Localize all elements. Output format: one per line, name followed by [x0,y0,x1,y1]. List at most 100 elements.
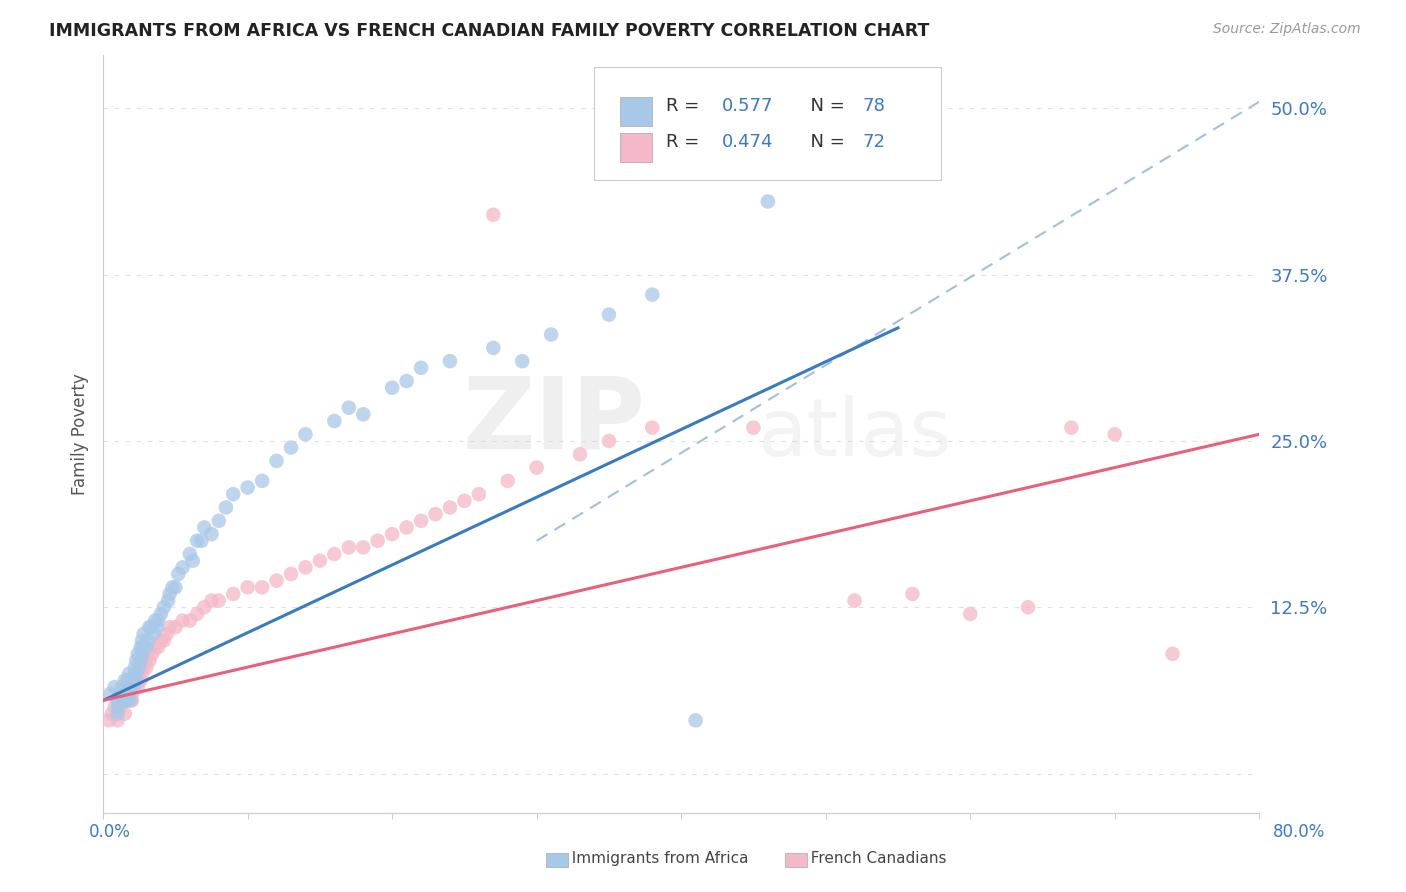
Point [135,640,157,655]
Point [425,507,447,521]
Text: 72: 72 [863,133,886,152]
Point [101,706,124,721]
Point [236,481,259,495]
Point [598,308,620,322]
Point [294,560,316,574]
Point [125,653,148,667]
Point [131,633,153,648]
Bar [620,97,652,126]
Point [132,660,155,674]
Point [120,693,142,707]
Point [153,633,176,648]
Point [98,687,121,701]
Point [167,566,190,581]
Point [114,693,136,707]
Point [122,680,145,694]
Point [641,287,664,301]
Point [120,680,142,694]
Point [97,714,120,728]
Text: French Canadians: French Canadians [801,851,946,865]
Point [117,673,139,688]
Point [121,687,143,701]
Point [190,533,212,548]
Point [104,680,127,694]
Text: 0.474: 0.474 [721,133,773,152]
Text: Immigrants from Africa: Immigrants from Africa [562,851,749,865]
Point [200,593,222,607]
Point [114,687,136,701]
Point [395,520,418,534]
Point [172,560,194,574]
Point [121,673,143,688]
Point [132,627,155,641]
Point [959,607,981,621]
Point [114,673,136,688]
Point [162,580,184,594]
Point [453,493,475,508]
Point [159,620,181,634]
Point [115,680,138,694]
Text: R =: R = [666,133,706,152]
Point [104,700,127,714]
Point [139,620,162,634]
Text: 0.577: 0.577 [721,97,773,115]
Point [153,600,176,615]
Point [145,620,167,634]
Point [200,527,222,541]
Point [118,687,141,701]
Point [186,607,208,621]
Point [250,580,273,594]
Point [844,593,866,607]
Point [146,614,169,628]
Text: 0.0%: 0.0% [89,822,131,840]
Point [149,607,172,621]
Point [121,693,143,707]
Point [352,408,374,422]
Point [569,447,592,461]
Point [409,360,432,375]
Text: atlas: atlas [758,395,952,474]
Point [193,520,215,534]
Point [129,640,152,655]
Point [395,374,418,388]
Point [598,434,620,448]
Point [157,593,180,607]
Point [107,693,129,707]
Point [756,194,779,209]
Point [110,700,132,714]
Point [222,487,245,501]
Point [124,673,146,688]
Point [1017,600,1039,615]
Point [112,693,135,707]
Point [179,614,201,628]
Y-axis label: Family Poverty: Family Poverty [72,374,89,495]
Point [115,693,138,707]
Point [114,687,136,701]
Text: Source: ZipAtlas.com: Source: ZipAtlas.com [1213,22,1361,37]
Point [114,706,136,721]
Point [110,687,132,701]
Point [135,660,157,674]
Text: IMMIGRANTS FROM AFRICA VS FRENCH CANADIAN FAMILY POVERTY CORRELATION CHART: IMMIGRANTS FROM AFRICA VS FRENCH CANADIA… [49,22,929,40]
Point [208,514,231,528]
Point [128,660,150,674]
Point [127,680,149,694]
Point [149,633,172,648]
Point [165,620,187,634]
Point [510,354,533,368]
Point [280,441,302,455]
Point [294,427,316,442]
Point [128,666,150,681]
Point [165,580,187,594]
Point [115,687,138,701]
Point [131,666,153,681]
Text: N =: N = [799,133,851,152]
Point [208,593,231,607]
Point [132,640,155,655]
Point [114,680,136,694]
Point [143,640,166,655]
Point [124,660,146,674]
Point [381,527,404,541]
Point [250,474,273,488]
Point [125,666,148,681]
